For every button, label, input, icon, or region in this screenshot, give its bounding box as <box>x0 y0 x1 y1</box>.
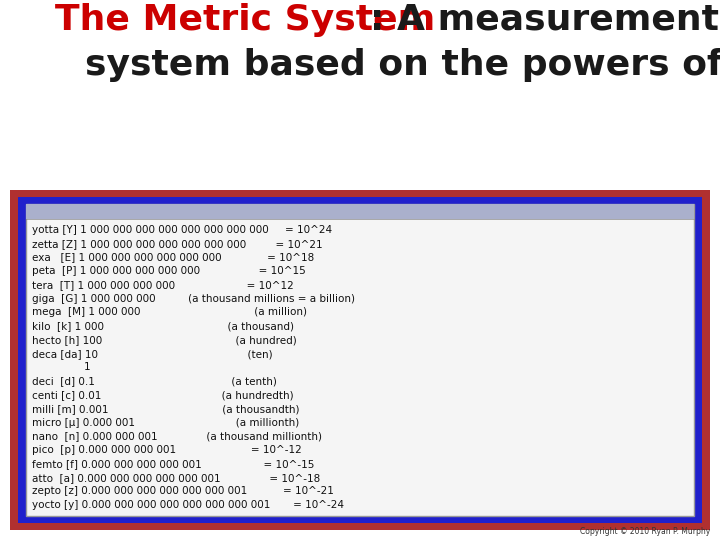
Text: zetta [Z] 1 000 000 000 000 000 000 000         = 10^21: zetta [Z] 1 000 000 000 000 000 000 000 … <box>32 239 323 248</box>
Text: system based on the powers of ten.: system based on the powers of ten. <box>85 48 720 82</box>
Text: deca [da] 10                                              (ten): deca [da] 10 (ten) <box>32 349 273 359</box>
Text: atto  [a] 0.000 000 000 000 000 001               = 10^-18: atto [a] 0.000 000 000 000 000 001 = 10^… <box>32 472 320 483</box>
Text: peta  [P] 1 000 000 000 000 000                  = 10^15: peta [P] 1 000 000 000 000 000 = 10^15 <box>32 266 306 276</box>
Text: mega  [M] 1 000 000                                   (a million): mega [M] 1 000 000 (a million) <box>32 307 307 318</box>
Bar <box>26 204 694 219</box>
Text: tera  [T] 1 000 000 000 000                      = 10^12: tera [T] 1 000 000 000 000 = 10^12 <box>32 280 294 290</box>
Text: milli [m] 0.001                                   (a thousandth): milli [m] 0.001 (a thousandth) <box>32 404 300 414</box>
Text: pico  [p] 0.000 000 000 001                       = 10^-12: pico [p] 0.000 000 000 001 = 10^-12 <box>32 445 302 455</box>
Bar <box>18 197 702 523</box>
Text: micro [μ] 0.000 001                               (a millionth): micro [μ] 0.000 001 (a millionth) <box>32 417 300 428</box>
Text: The Metric System: The Metric System <box>55 3 436 37</box>
Text: kilo  [k] 1 000                                      (a thousand): kilo [k] 1 000 (a thousand) <box>32 321 294 331</box>
Text: : A measurement: : A measurement <box>370 3 719 37</box>
Text: nano  [n] 0.000 000 001               (a thousand millionth): nano [n] 0.000 000 001 (a thousand milli… <box>32 431 322 441</box>
Bar <box>10 190 710 530</box>
Text: giga  [G] 1 000 000 000          (a thousand millions = a billion): giga [G] 1 000 000 000 (a thousand milli… <box>32 294 355 303</box>
Text: Copyright © 2010 Ryan P. Murphy: Copyright © 2010 Ryan P. Murphy <box>580 527 710 536</box>
Text: hecto [h] 100                                         (a hundred): hecto [h] 100 (a hundred) <box>32 335 297 345</box>
Text: zepto [z] 0.000 000 000 000 000 000 001           = 10^-21: zepto [z] 0.000 000 000 000 000 000 001 … <box>32 487 334 496</box>
Text: 1: 1 <box>32 362 91 373</box>
Text: yotta [Y] 1 000 000 000 000 000 000 000 000     = 10^24: yotta [Y] 1 000 000 000 000 000 000 000 … <box>32 225 332 235</box>
Text: femto [f] 0.000 000 000 000 001                   = 10^-15: femto [f] 0.000 000 000 000 001 = 10^-15 <box>32 459 315 469</box>
Text: deci  [d] 0.1                                          (a tenth): deci [d] 0.1 (a tenth) <box>32 376 277 386</box>
Bar <box>26 204 694 516</box>
Text: yocto [y] 0.000 000 000 000 000 000 000 001       = 10^-24: yocto [y] 0.000 000 000 000 000 000 000 … <box>32 500 344 510</box>
Text: exa   [E] 1 000 000 000 000 000 000              = 10^18: exa [E] 1 000 000 000 000 000 000 = 10^1… <box>32 252 314 262</box>
Text: centi [c] 0.01                                     (a hundredth): centi [c] 0.01 (a hundredth) <box>32 390 294 400</box>
